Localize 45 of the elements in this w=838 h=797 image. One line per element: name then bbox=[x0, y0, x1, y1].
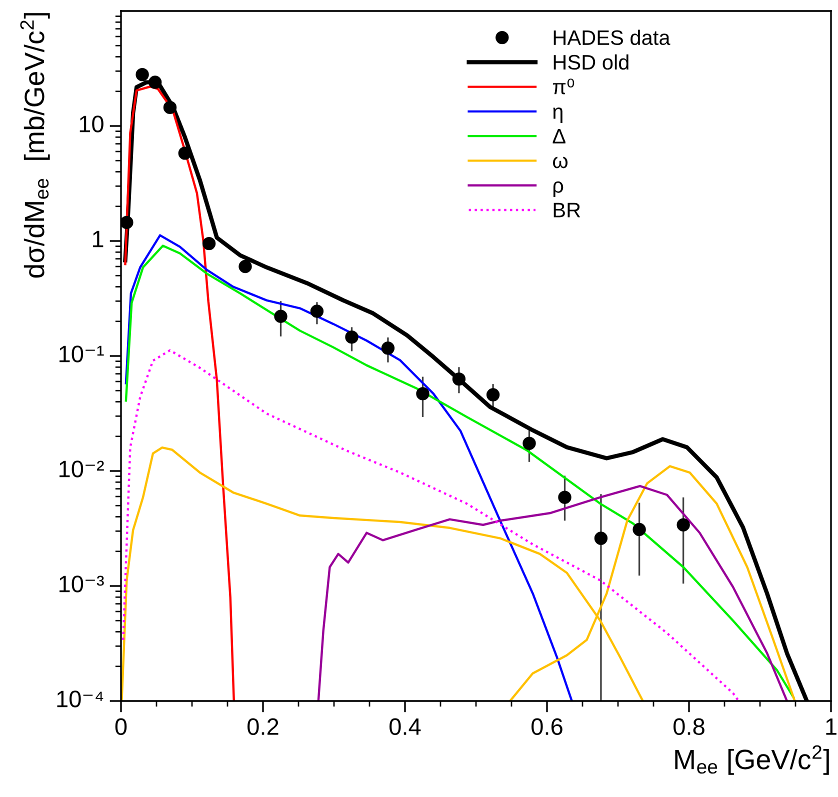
point bbox=[163, 100, 177, 114]
point bbox=[178, 146, 192, 160]
point bbox=[381, 342, 395, 355]
x-tick-label: 0.6 bbox=[532, 718, 562, 736]
y-tick-label: 10⁻³ bbox=[60, 576, 104, 592]
x-tick-label: 0.4 bbox=[390, 718, 421, 736]
y-axis-title: dσ/dM$_{ee}$ [mb/GeV/c$^{2}$] bbox=[20, 13, 50, 278]
point bbox=[310, 304, 324, 318]
line-series bbox=[124, 244, 794, 698]
point bbox=[416, 387, 430, 400]
point bbox=[594, 532, 608, 545]
point bbox=[676, 518, 690, 532]
point bbox=[522, 436, 536, 450]
legend-label: ω bbox=[552, 156, 568, 168]
legend-label: ρ bbox=[553, 181, 564, 197]
legend-label: HSD old bbox=[554, 54, 628, 70]
legend-label: Δ bbox=[552, 129, 566, 144]
point bbox=[274, 310, 288, 323]
point bbox=[632, 522, 646, 536]
point bbox=[345, 330, 358, 344]
point bbox=[136, 68, 149, 82]
line-series bbox=[122, 349, 740, 701]
x-tick-label: 1 bbox=[826, 718, 836, 735]
legend-label: η bbox=[553, 108, 562, 124]
line-series bbox=[317, 484, 788, 701]
y-tick-label: 10⁻² bbox=[60, 460, 104, 478]
point bbox=[486, 388, 500, 402]
point bbox=[238, 260, 252, 274]
x-tick-label: 0 bbox=[115, 718, 127, 736]
y-tick-label: 10 bbox=[80, 116, 104, 132]
point bbox=[452, 372, 466, 386]
legend-label: HADES data bbox=[554, 30, 670, 46]
point bbox=[121, 216, 134, 230]
point bbox=[148, 76, 162, 89]
point bbox=[202, 236, 216, 250]
x-tick-label: 0.8 bbox=[674, 718, 704, 736]
y-tick-label: 10⁻¹ bbox=[60, 346, 104, 362]
y-tick-label: 1 bbox=[93, 230, 104, 248]
y-tick-label: 10⁻⁴ bbox=[57, 690, 104, 708]
x-axis-title: M$_{ee}$ [GeV/c$^{2}$] bbox=[675, 745, 829, 775]
point bbox=[558, 490, 572, 504]
legend-label: BR bbox=[554, 202, 580, 218]
legend-label: π⁰ bbox=[552, 78, 574, 94]
x-tick-label: 0.2 bbox=[248, 718, 278, 736]
line-series bbox=[124, 234, 573, 701]
